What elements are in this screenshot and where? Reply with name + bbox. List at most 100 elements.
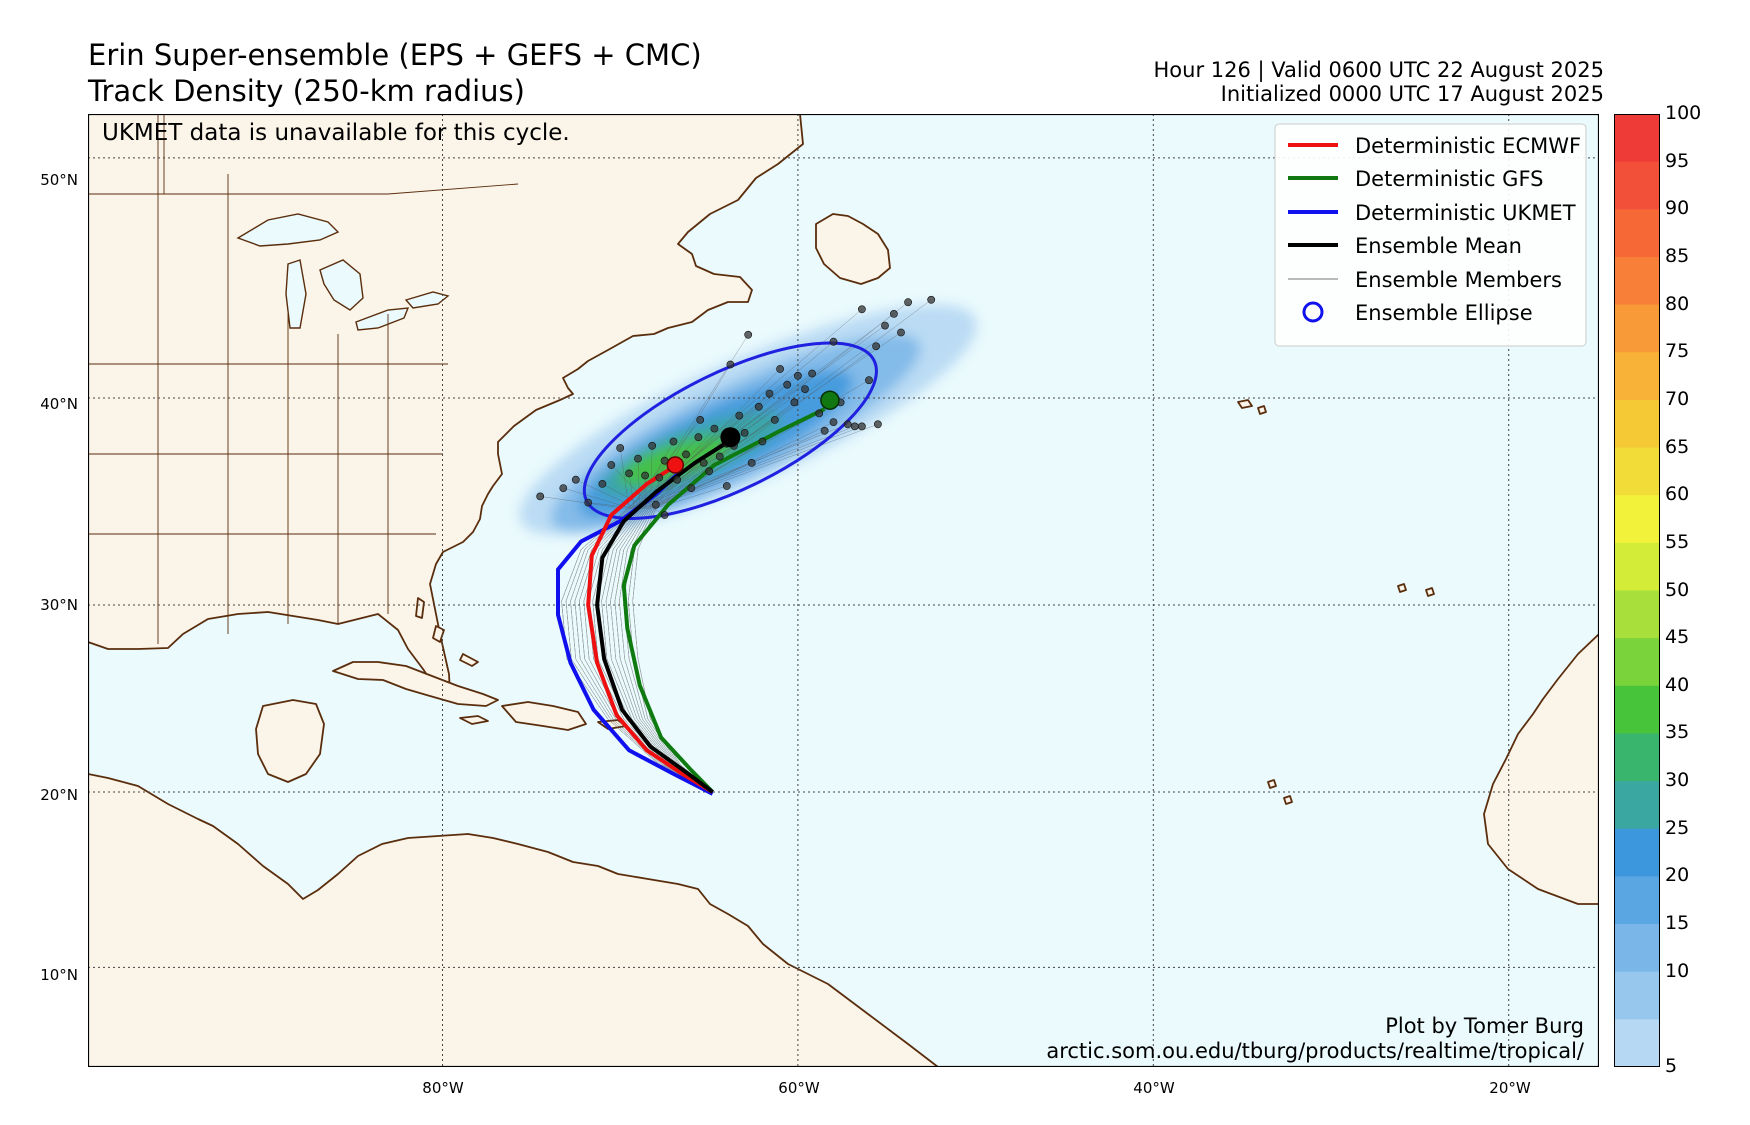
colorbar-tick-75: 75: [1665, 340, 1690, 363]
jamaica: [459, 715, 489, 725]
colorbar-segment-100: [1614, 114, 1660, 163]
member-end-dot: [641, 471, 649, 480]
lon-label-80w: 80°W: [422, 1079, 464, 1097]
lake-erie: [355, 307, 410, 331]
unavailable-note: UKMET data is unavailable for this cycle…: [102, 120, 570, 146]
member-end-dot: [897, 328, 905, 337]
colorbar-segment-80: [1614, 304, 1660, 353]
member-end-dot: [740, 428, 749, 437]
colorbar-segment-20: [1614, 876, 1660, 925]
colorbar-tick-55: 55: [1665, 530, 1690, 553]
lat-label-10n: 10°N: [40, 966, 78, 984]
ecmwf-track: [586, 467, 714, 794]
map-frame: [88, 114, 1599, 1067]
colorbar-segment-90: [1614, 209, 1660, 258]
title-line-2: Track Density (250-km radius): [88, 74, 525, 108]
member-end-dot: [660, 511, 669, 519]
newfoundland: [815, 213, 891, 285]
mean-end-marker: [720, 427, 741, 448]
azores-1: [1237, 399, 1253, 409]
lon-label-60w: 60°W: [778, 1079, 820, 1097]
member-end-dot: [815, 409, 824, 418]
member-track: [614, 424, 878, 793]
member-end-dot: [559, 484, 568, 492]
member-end-dot: [571, 475, 580, 484]
bahamas-3: [459, 653, 479, 667]
yucatan: [255, 699, 325, 783]
colorbar-tick-40: 40: [1665, 673, 1690, 696]
colorbar-segment-55: [1614, 542, 1660, 592]
credit-url[interactable]: arctic.som.ou.edu/tburg/products/realtim…: [1046, 1039, 1585, 1063]
lon-label-40w: 40°W: [1133, 1079, 1175, 1097]
lat-label-40n: 40°N: [40, 395, 78, 413]
colorbar-tick-15: 15: [1665, 912, 1690, 934]
member-end-dot: [904, 298, 912, 307]
colorbar-tick-65: 65: [1665, 435, 1690, 458]
member-end-dot: [881, 321, 889, 330]
legend-gfs-label: Deterministic GFS: [1355, 167, 1544, 191]
member-end-dot: [705, 467, 713, 476]
member-end-dot: [625, 469, 633, 478]
colorbar-tick-10: 10: [1665, 959, 1690, 982]
colorbar-segment-70: [1614, 399, 1660, 449]
member-end-dot: [634, 454, 642, 463]
member-end-dot: [829, 418, 838, 426]
lat-label-20n: 20°N: [40, 786, 78, 804]
member-end-dot: [682, 450, 690, 459]
member-end-dot: [890, 309, 898, 318]
legend-box: [1274, 123, 1587, 347]
valid-time: Hour 126 | Valid 0600 UTC 22 August 2025: [1153, 58, 1604, 82]
cape-verde-1: [1267, 779, 1277, 789]
member-end-dot: [735, 411, 744, 420]
colorbar-segment-35: [1614, 733, 1660, 782]
member-end-dot: [598, 479, 607, 488]
colorbar-tick-50: 50: [1665, 578, 1690, 601]
member-end-dot: [616, 444, 625, 452]
lon-label-20w: 20°W: [1489, 1079, 1531, 1097]
colorbar-segment-25: [1614, 828, 1660, 877]
colorbar-frame: [1614, 114, 1660, 1067]
colorbar-segment-65: [1614, 447, 1660, 496]
legend-mean-label: Ensemble Mean: [1355, 234, 1522, 258]
colorbar-segment-40: [1614, 685, 1660, 735]
colorbar-tick-45: 45: [1665, 626, 1690, 649]
colorbar-tick-95: 95: [1665, 149, 1690, 172]
member-track: [627, 508, 713, 793]
member-end-dot: [694, 433, 703, 442]
member-track: [592, 443, 727, 793]
colorbar-segment-15: [1614, 924, 1660, 973]
member-end-dot: [715, 452, 724, 461]
member-end-dot: [858, 305, 866, 314]
member-end-points: [536, 295, 936, 519]
cuba: [332, 661, 499, 707]
member-end-dot: [794, 371, 802, 380]
hispaniola: [501, 701, 587, 731]
member-end-dot: [765, 389, 774, 398]
member-end-dot: [754, 402, 763, 411]
track-map: UKMET data is unavailable for this cycle…: [88, 114, 1599, 1067]
member-end-dot: [744, 330, 753, 339]
member-track: [565, 419, 713, 793]
credit-author: Plot by Tomer Burg: [1385, 1014, 1584, 1038]
member-end-dot: [829, 337, 838, 346]
member-end-dot: [758, 437, 767, 446]
member-end-dot: [865, 376, 873, 385]
bahamas-2: [432, 625, 445, 643]
member-end-dot: [699, 458, 708, 467]
colorbar-tick-80: 80: [1665, 292, 1690, 315]
member-end-dot: [687, 484, 696, 492]
member-track: [619, 379, 870, 793]
member-end-dot: [783, 380, 792, 389]
colorbar-tick-30: 30: [1665, 769, 1690, 792]
member-end-dot: [808, 369, 816, 378]
north-america: [88, 114, 804, 697]
legend: Deterministic ECMWF Deterministic GFS De…: [1274, 123, 1587, 347]
colorbar-segment-50: [1614, 590, 1660, 639]
africa: [1483, 633, 1599, 905]
canaries-2: [1397, 583, 1407, 593]
legend-ecmwf-label: Deterministic ECMWF: [1355, 134, 1581, 158]
member-end-dot: [710, 424, 719, 433]
member-track: [561, 309, 863, 793]
lake-huron: [319, 259, 364, 311]
member-end-dot: [850, 422, 859, 431]
